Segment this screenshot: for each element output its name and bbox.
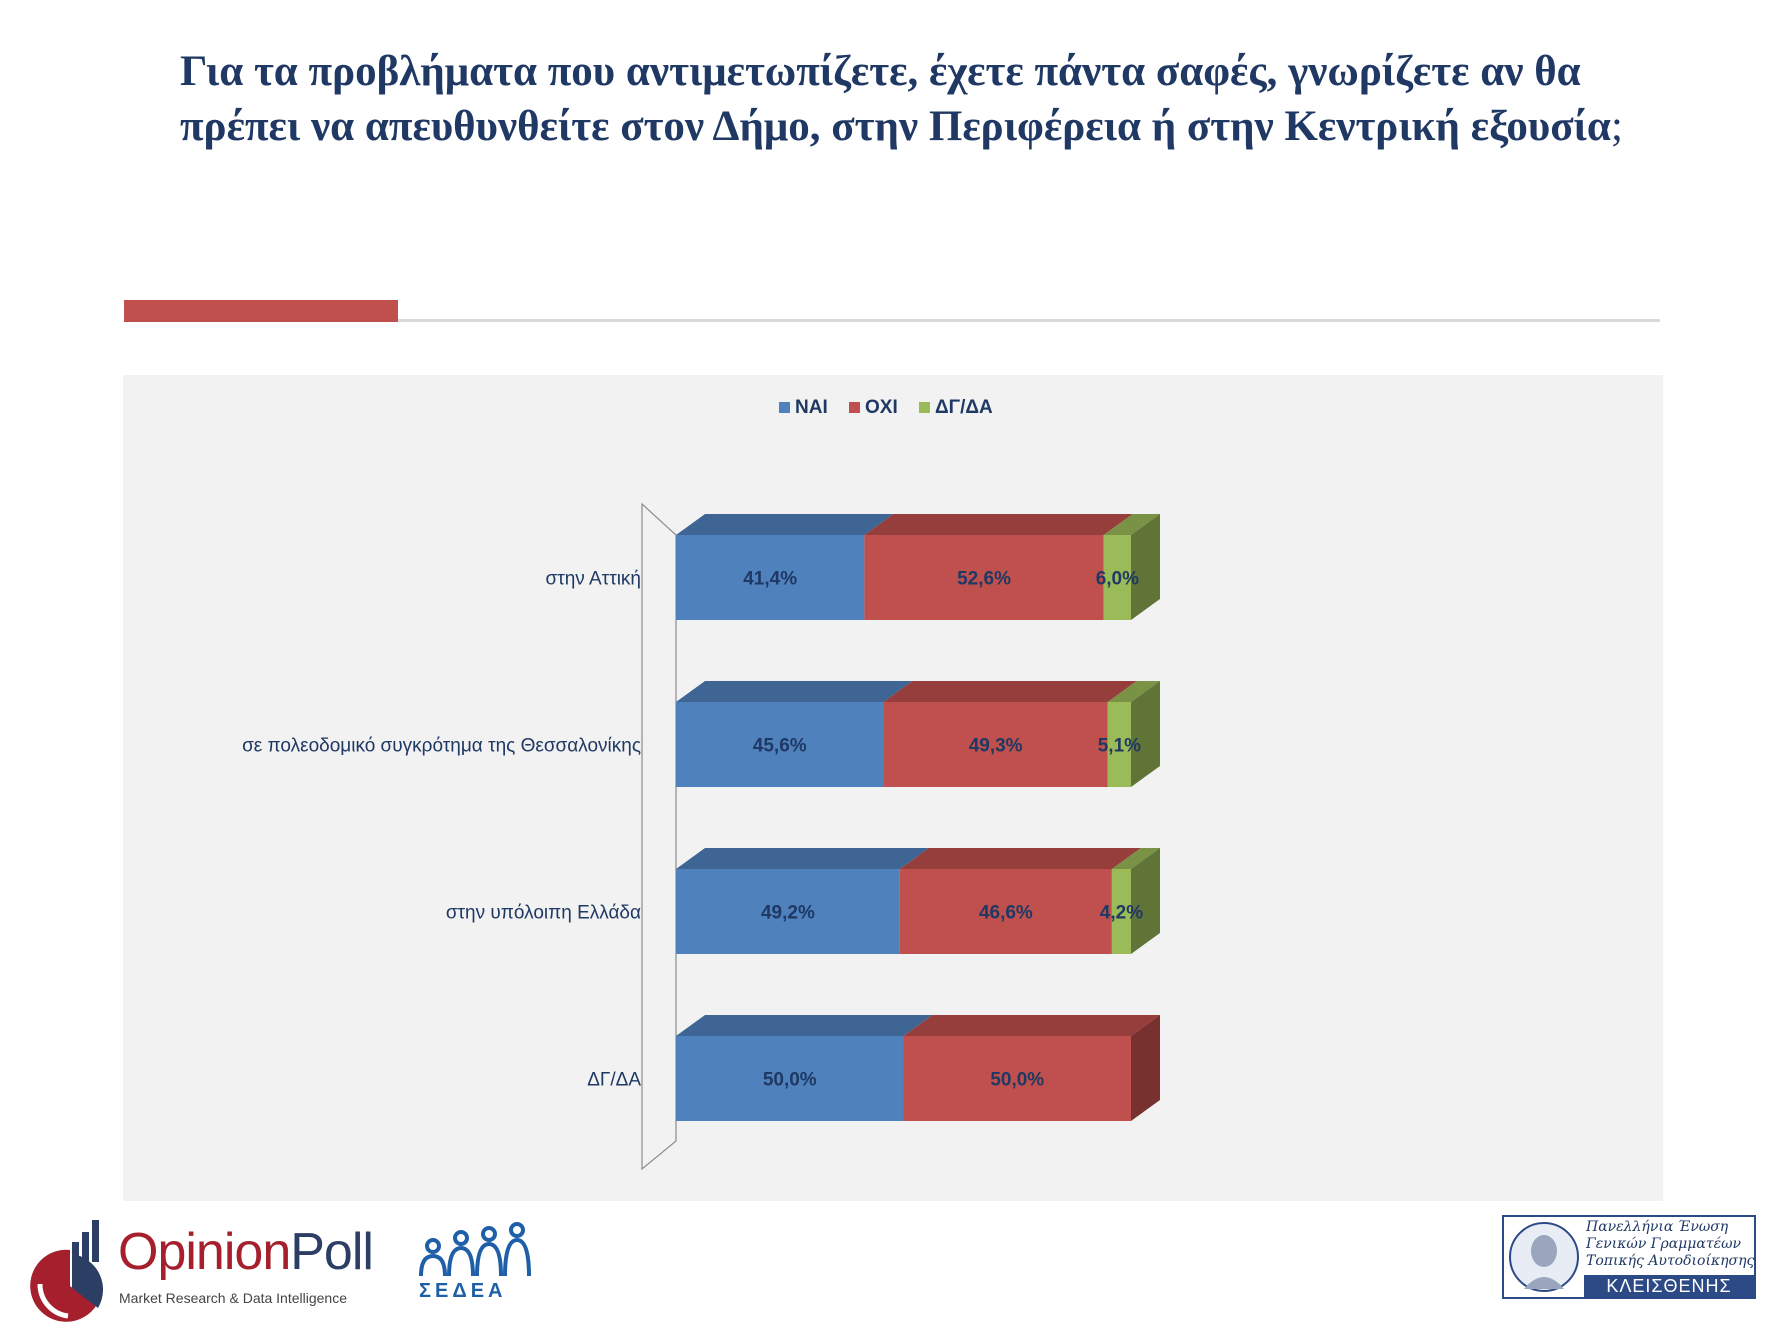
bar-top-3-1 xyxy=(903,1015,1160,1036)
bar-3-1 xyxy=(903,1036,1131,1121)
bar-2-0 xyxy=(676,869,900,954)
bar-top-2-2 xyxy=(1111,848,1160,869)
page-title-text: Για τα προβλήματα που αντιμετωπίζετε, έχ… xyxy=(180,48,1611,150)
bar-top-2-1 xyxy=(899,848,1141,869)
bar-top-3-0 xyxy=(676,1015,933,1036)
bar-0-1 xyxy=(864,535,1104,620)
opinionpoll-logo: OpinionPoll Market Research & Data Intel… xyxy=(28,1210,374,1322)
legend-label-2: ΔΓ/ΔΑ xyxy=(935,397,993,418)
stacked-bar-chart: ΝΑΙ ΟΧΙ ΔΓ/ΔΑ στην Αττική 41,4% 52,6% 6,0% σε π… xyxy=(242,397,1160,1171)
category-label-2: στην υπόλοιπη Ελλάδα xyxy=(446,903,641,924)
bar-top-1-2 xyxy=(1107,681,1160,702)
page-title: Για τα προβλήματα που αντιμετωπίζετε, έχ… xyxy=(180,44,1640,154)
data-label-3-1: 50,0% xyxy=(990,1070,1044,1091)
legend-swatch-1 xyxy=(849,402,860,413)
kleisthenis-line-2: Γενικών Γραμματέων xyxy=(1586,1236,1742,1252)
bar-top-0-2 xyxy=(1103,514,1160,535)
data-label-1-2: 5,1% xyxy=(1098,736,1141,757)
opinionpoll-tagline: Market Research & Data Intelligence xyxy=(119,1290,347,1306)
bar-top-0-0 xyxy=(676,514,894,535)
data-label-0-2: 6,0% xyxy=(1096,569,1139,590)
bar-side-2 xyxy=(1131,848,1160,954)
opinionpoll-wordmark: OpinionPoll xyxy=(118,1223,374,1281)
people-icon xyxy=(419,1222,531,1277)
divider-line xyxy=(398,319,1660,322)
bar-0-0 xyxy=(676,535,865,620)
data-label-2-0: 49,2% xyxy=(761,903,815,924)
legend-label-0: ΝΑΙ xyxy=(795,397,828,418)
category-label-1: σε πολεοδομικό συγκρότημα της Θεσσαλονίκ… xyxy=(242,736,641,757)
bar-1-2 xyxy=(1107,702,1131,787)
bar-3-0 xyxy=(676,1036,904,1121)
bar-top-0-1 xyxy=(864,514,1133,535)
bar-2-2 xyxy=(1111,869,1131,954)
kleisthenis-name: ΚΛΕΙΣΘΕΝΗΣ xyxy=(1584,1275,1754,1297)
page-title-qmark: ; xyxy=(1610,103,1623,150)
data-label-1-0: 45,6% xyxy=(753,736,807,757)
bar-top-1-1 xyxy=(883,681,1137,702)
bar-side-0 xyxy=(1131,514,1160,620)
bar-1-1 xyxy=(883,702,1108,787)
axis-wall xyxy=(641,502,677,1171)
kleisthenis-logo: Πανελλήνια Ένωση Γενικών Γραμματέων Τοπι… xyxy=(1502,1215,1756,1299)
category-label-3: ΔΓ/ΔΑ xyxy=(587,1070,641,1091)
bar-side-3 xyxy=(1131,1015,1160,1121)
data-label-0-1: 52,6% xyxy=(957,569,1011,590)
bar-0-2 xyxy=(1103,535,1131,620)
data-label-3-0: 50,0% xyxy=(763,1070,817,1091)
data-label-0-0: 41,4% xyxy=(743,569,797,590)
bar-side-1 xyxy=(1131,681,1160,787)
opinionpoll-icon xyxy=(30,1220,104,1322)
bust-emblem-icon xyxy=(1509,1222,1579,1292)
sedea-logo: ΣΕΔΕΑ xyxy=(415,1220,535,1315)
accent-bar xyxy=(124,300,398,322)
legend-swatch-0 xyxy=(779,402,790,413)
chart-panel: ΝΑΙ ΟΧΙ ΔΓ/ΔΑ στην Αττική 41,4% 52,6% 6,0% σε π… xyxy=(123,375,1663,1201)
legend-swatch-2 xyxy=(919,402,930,413)
bar-top-2-0 xyxy=(676,848,929,869)
bar-1-0 xyxy=(676,702,884,787)
legend-label-1: ΟΧΙ xyxy=(865,397,898,418)
category-label-0: στην Αττική xyxy=(545,569,641,590)
bar-top-1-0 xyxy=(676,681,913,702)
kleisthenis-line-1: Πανελλήνια Ένωση xyxy=(1586,1219,1729,1235)
data-label-2-1: 46,6% xyxy=(979,903,1033,924)
bar-2-1 xyxy=(899,869,1112,954)
data-label-2-2: 4,2% xyxy=(1100,903,1143,924)
sedea-wordmark: ΣΕΔΕΑ xyxy=(419,1280,507,1302)
kleisthenis-line-3: Τοπικής Αυτοδιοίκησης xyxy=(1586,1253,1755,1269)
data-label-1-1: 49,3% xyxy=(969,736,1023,757)
